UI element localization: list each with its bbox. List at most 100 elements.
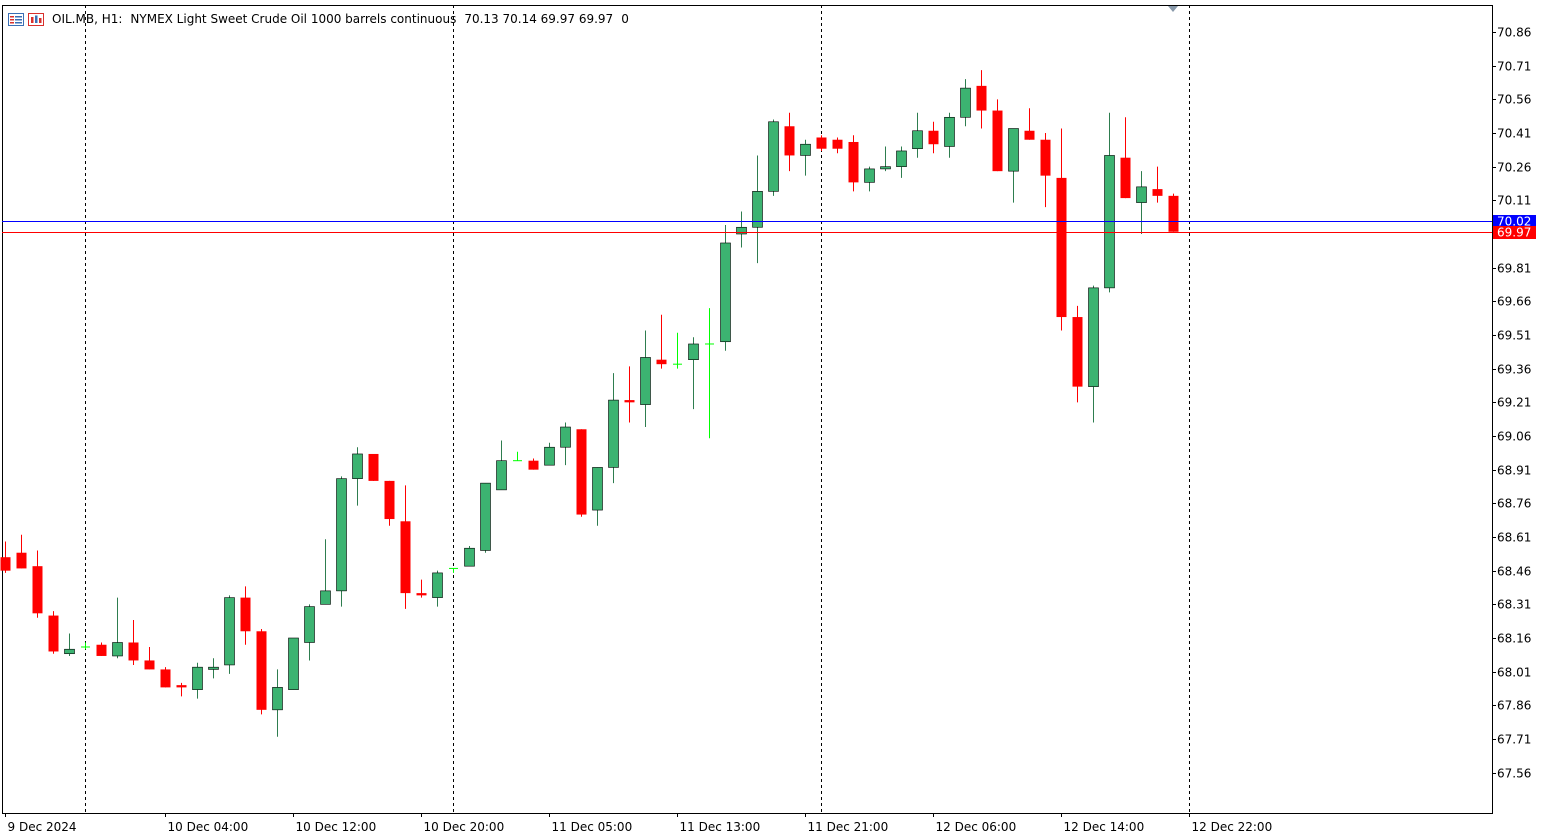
y-tick-label: 68.16 [1497, 632, 1531, 646]
candle [240, 586, 251, 645]
candle-body [176, 685, 187, 688]
candle-body [304, 606, 315, 643]
candle-body [240, 597, 251, 632]
candle-body [976, 85, 987, 111]
candle-body [768, 121, 779, 192]
candle [544, 442, 555, 466]
y-tick-label: 68.31 [1497, 598, 1531, 612]
candle-body [544, 446, 555, 466]
candle [1072, 305, 1083, 403]
candle [336, 476, 347, 607]
candle [272, 669, 283, 737]
candle [513, 451, 522, 462]
candle [864, 166, 875, 192]
candle-body [1120, 157, 1131, 199]
candle-body [128, 642, 139, 661]
candle-body [48, 615, 59, 652]
candle-body [720, 242, 731, 343]
candle [832, 137, 843, 154]
candle [736, 211, 747, 248]
candle-body [528, 460, 539, 470]
x-tick-label: 9 Dec 2024 [8, 820, 77, 834]
candle [112, 597, 123, 659]
candle-body [960, 87, 971, 118]
symbol-label: OIL.MB, H1: [52, 12, 123, 26]
x-tick-label: 10 Dec 12:00 [296, 820, 377, 834]
y-tick-label: 70.26 [1497, 161, 1531, 175]
y-tick-label: 70.41 [1497, 127, 1531, 141]
candle-body [1040, 139, 1051, 176]
candle-body [816, 137, 827, 149]
candle-body [496, 460, 507, 491]
candle [64, 633, 75, 656]
candle [1152, 166, 1163, 203]
candle [81, 642, 90, 650]
candle-body [848, 141, 859, 183]
candle [656, 314, 667, 369]
candle-body [832, 139, 843, 149]
candle [368, 453, 379, 481]
candle [848, 135, 859, 192]
y-tick-label: 68.76 [1497, 497, 1531, 511]
candle [449, 567, 458, 573]
candle [976, 70, 987, 129]
candle-body [752, 191, 763, 228]
candle [192, 662, 203, 699]
candle [560, 422, 571, 466]
candle [720, 225, 731, 351]
y-tick-label: 70.11 [1497, 194, 1531, 208]
candle-body [416, 593, 427, 596]
candle [624, 366, 635, 423]
candle-body [608, 399, 619, 468]
chart-window-icon[interactable] [28, 12, 44, 26]
x-tick-label: 10 Dec 20:00 [424, 820, 505, 834]
candle [496, 440, 507, 491]
candle [208, 658, 219, 679]
candle [608, 373, 619, 484]
candle [752, 155, 763, 264]
y-tick-label: 69.81 [1497, 262, 1531, 276]
candle-body [1152, 189, 1163, 196]
candle-body [640, 357, 651, 405]
candle-body [336, 478, 347, 592]
candle-body [800, 143, 811, 156]
x-tick-label: 12 Dec 06:00 [936, 820, 1017, 834]
candle [800, 139, 811, 176]
x-tick-label: 11 Dec 05:00 [552, 820, 633, 834]
candle [688, 337, 699, 410]
candle [992, 99, 1003, 172]
candle [224, 595, 235, 674]
candle-body [1008, 128, 1019, 172]
y-tick-label: 69.36 [1497, 363, 1531, 377]
candle-body [576, 429, 587, 515]
candle-body [736, 226, 747, 235]
y-tick-label: 69.51 [1497, 329, 1531, 343]
candle-body [384, 480, 395, 520]
candle [48, 611, 59, 654]
candle-body [1072, 317, 1083, 387]
ask-price-badge: 70.02 [1493, 215, 1536, 229]
candle [1104, 112, 1115, 293]
candle-body [272, 687, 283, 711]
candle-body [256, 631, 267, 710]
candle [176, 682, 187, 697]
y-tick-label: 68.61 [1497, 531, 1531, 545]
candle-body [288, 637, 299, 690]
candle-body [400, 521, 411, 594]
y-tick-label: 67.86 [1497, 699, 1531, 713]
shift-marker-icon[interactable] [1168, 6, 1178, 12]
candle-body [96, 644, 107, 656]
candle-body [352, 453, 363, 479]
candle-body [928, 130, 939, 145]
chart-list-icon[interactable] [8, 12, 24, 26]
candle [432, 570, 443, 607]
candle [705, 308, 714, 439]
candle [256, 629, 267, 715]
candle [1040, 133, 1051, 208]
candle [928, 121, 939, 154]
candle [528, 458, 539, 470]
candle-body [160, 669, 171, 688]
candle [1024, 108, 1035, 140]
